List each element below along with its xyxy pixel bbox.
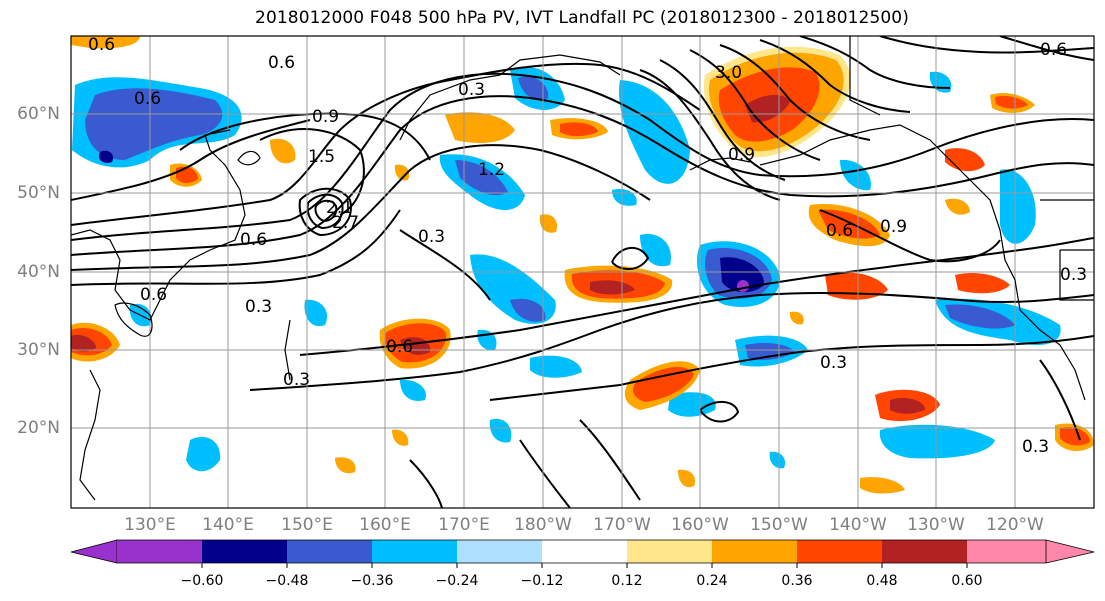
contour-label: 0.9 — [880, 217, 907, 237]
colorbar-tick-label: 0.48 — [866, 573, 898, 589]
contour-label: 1.5 — [308, 147, 335, 167]
lat-label-30n: 30°N — [17, 340, 60, 360]
lon-label-130e: 130°E — [124, 515, 176, 535]
lon-label-120w: 120°W — [986, 515, 1044, 535]
colorbar — [70, 539, 1095, 568]
contour-label: 0.3 — [458, 80, 485, 100]
lon-label-150w: 150°W — [750, 515, 808, 535]
contour-label: 1.2 — [478, 160, 505, 180]
colorbar-tick-label: −0.60 — [180, 573, 224, 589]
lon-label-180w: 180°W — [514, 515, 572, 535]
lon-label-140e: 140°E — [202, 515, 254, 535]
map-title: 2018012000 F048 500 hPa PV, IVT Landfall… — [255, 8, 909, 28]
contour-label: 0.3 — [820, 353, 847, 373]
lat-label-50n: 50°N — [17, 183, 60, 203]
lon-label-160w: 160°W — [671, 515, 729, 535]
lat-label-20n: 20°N — [17, 418, 60, 438]
contour-label: 0.6 — [88, 35, 115, 55]
contour-label: 0.9 — [312, 107, 339, 127]
contour-label: 0.6 — [134, 89, 161, 109]
colorbar-tick-label: 0.12 — [611, 573, 643, 589]
colorbar-tick-label: 0.36 — [781, 573, 813, 589]
positive-anomaly-areas — [71, 36, 1094, 494]
colorbar-tick-label: −0.36 — [350, 573, 394, 589]
contour-label: 0.6 — [826, 221, 853, 241]
lon-label-170w: 170°W — [593, 515, 651, 535]
lon-label-150e: 150°E — [281, 515, 333, 535]
lat-label-40n: 40°N — [17, 262, 60, 282]
lon-label-140w: 140°W — [829, 515, 887, 535]
colorbar-tick-label: −0.48 — [265, 573, 309, 589]
colorbar-tick-label: −0.24 — [435, 573, 479, 589]
contour-label: 0.9 — [728, 145, 755, 165]
lat-label-60n: 60°N — [17, 104, 60, 124]
coastlines — [71, 36, 1094, 501]
colorbar-extend-high — [1045, 539, 1095, 564]
pv-contours — [71, 36, 1094, 508]
colorbar-tick-label: −0.12 — [520, 573, 564, 589]
colorbar-extend-low — [70, 539, 118, 564]
lon-label-130w: 130°W — [907, 515, 965, 535]
contour-labels: 0.6 0.6 0.6 0.6 0.9 1.5 2.1 2.7 0.3 0.3 … — [88, 35, 1087, 457]
contour-label: 0.3 — [1060, 265, 1087, 285]
contour-label: 0.3 — [418, 227, 445, 247]
contour-label: 0.6 — [1040, 40, 1067, 60]
contour-label: 3.0 — [715, 63, 742, 83]
negative-anomaly-areas — [72, 66, 1061, 472]
contour-label: 0.6 — [386, 337, 413, 357]
contour-label: 0.6 — [140, 285, 167, 305]
colorbar-tick-label: 0.24 — [696, 573, 728, 589]
contour-label: 0.6 — [268, 53, 295, 73]
contour-label: 0.6 — [240, 230, 267, 250]
contour-label: 2.7 — [332, 213, 359, 233]
contour-label: 0.3 — [1022, 437, 1049, 457]
graticule — [71, 36, 1094, 508]
contour-label: 0.3 — [283, 370, 310, 390]
colorbar-tick-label: 0.60 — [951, 573, 983, 589]
lon-label-170e: 170°E — [438, 515, 490, 535]
map-frame — [70, 35, 1095, 509]
contour-label: 2.1 — [326, 198, 353, 218]
lon-label-160e: 160°E — [359, 515, 411, 535]
contour-label: 0.3 — [245, 297, 272, 317]
